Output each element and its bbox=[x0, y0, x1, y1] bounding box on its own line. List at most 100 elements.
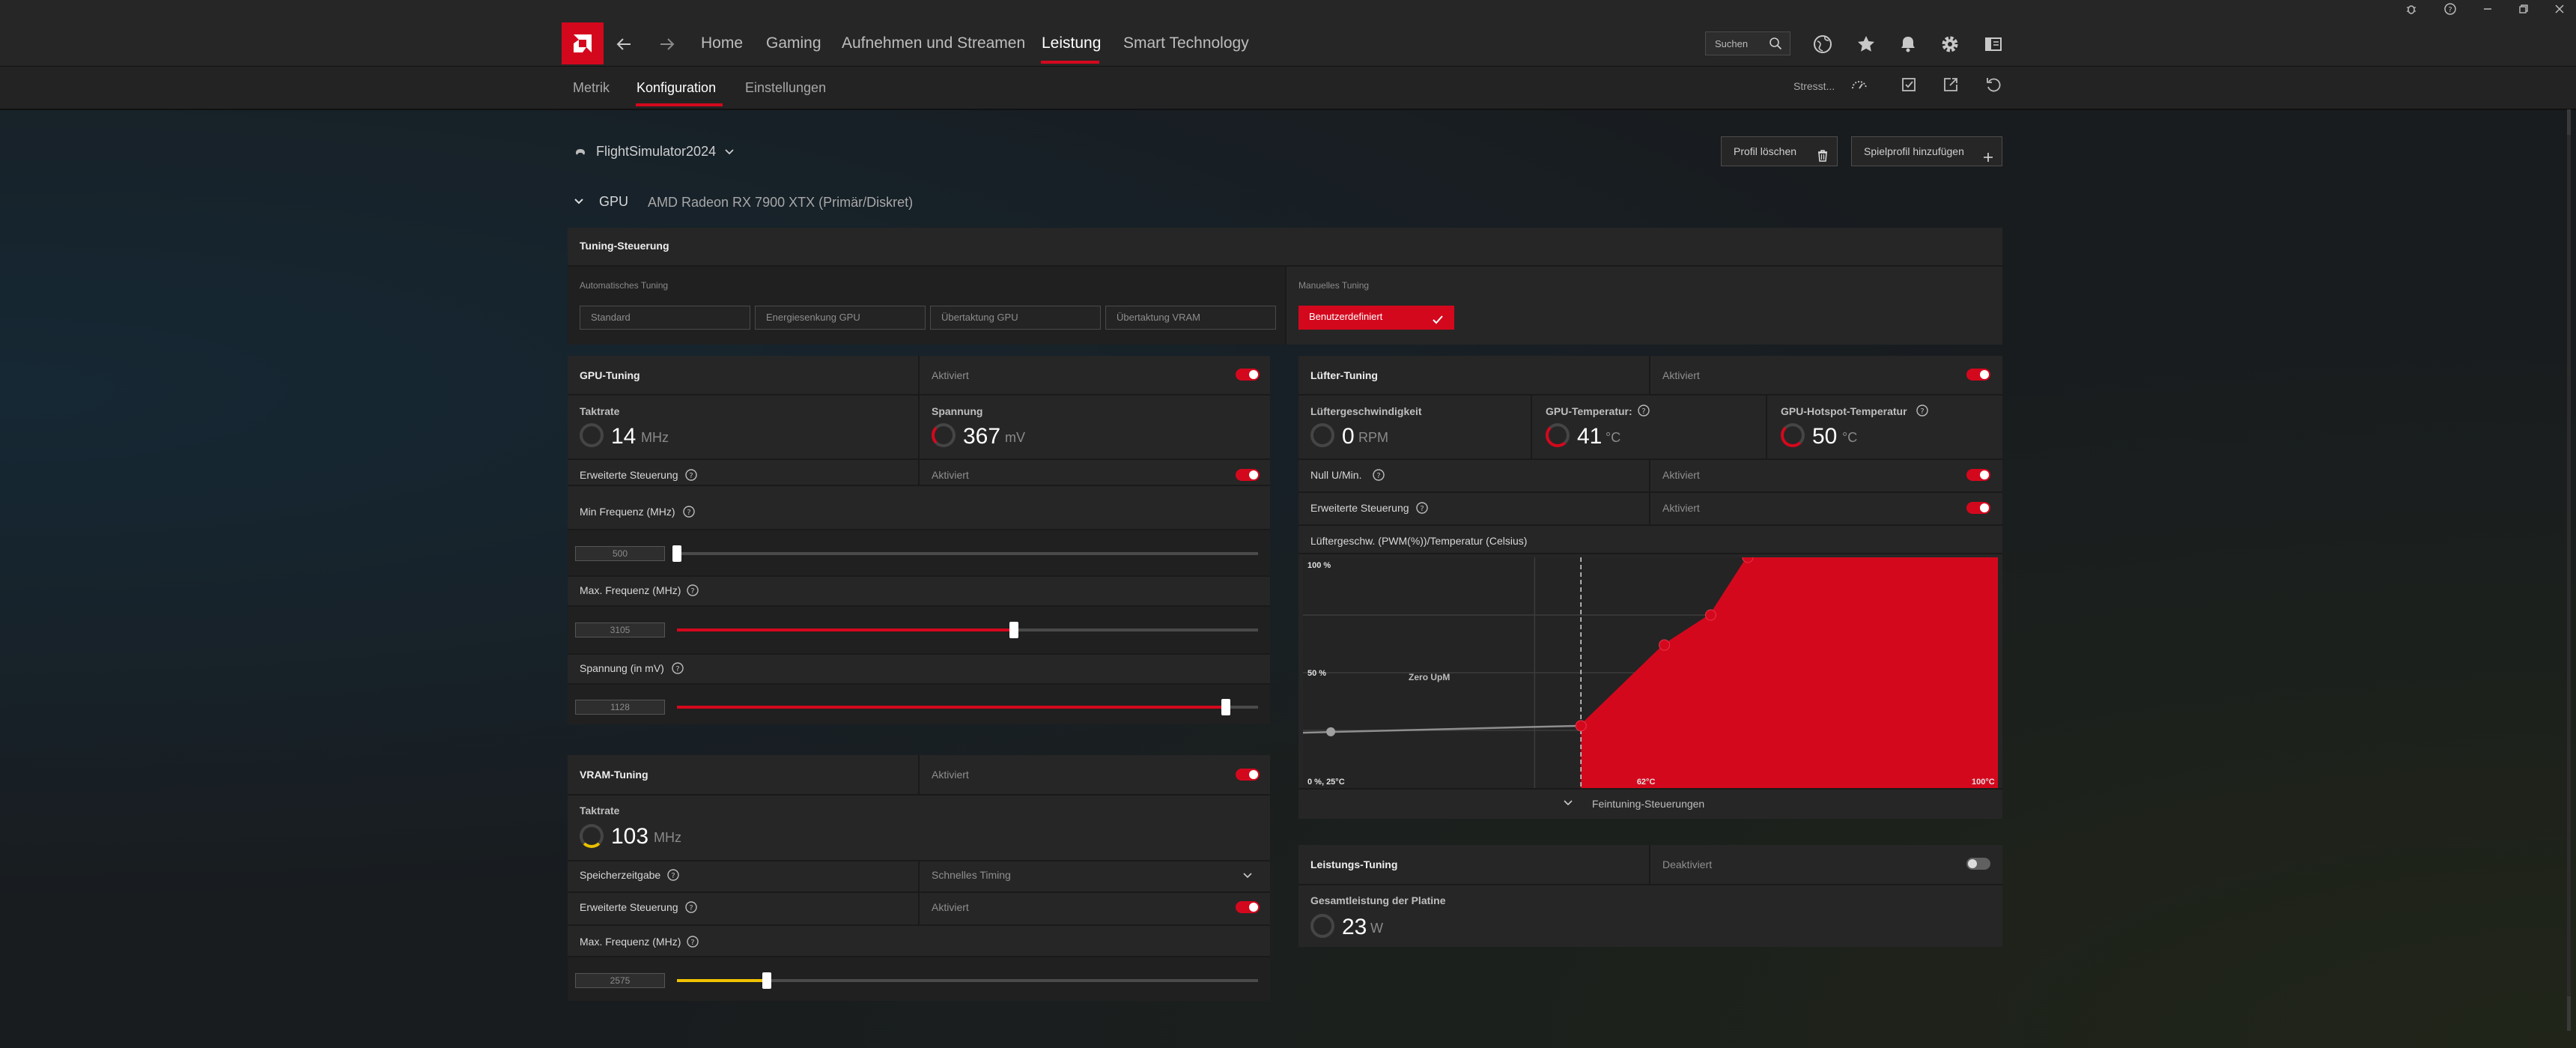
help-icon[interactable]: ? bbox=[671, 661, 684, 674]
tab-metrics[interactable]: Metrik bbox=[573, 80, 610, 95]
sidebar-icon[interactable] bbox=[1982, 33, 2005, 55]
export-icon[interactable] bbox=[1899, 75, 1919, 94]
tile-standard[interactable]: Standard bbox=[580, 306, 750, 330]
help-icon[interactable]: ? bbox=[1916, 404, 1928, 417]
gauge-icon[interactable] bbox=[1850, 75, 1869, 94]
share-icon[interactable] bbox=[1941, 75, 1960, 94]
profile-selector[interactable]: FlightSimulator2024 bbox=[596, 144, 717, 159]
amd-logo-icon[interactable] bbox=[562, 22, 604, 64]
gpu-voltage-value: 367 bbox=[963, 424, 1001, 449]
help-icon[interactable]: ? bbox=[684, 900, 697, 913]
max-freq-input[interactable]: 3105 bbox=[575, 623, 665, 637]
gpu-temp-unit: °C bbox=[1606, 430, 1621, 445]
help-icon[interactable]: ? bbox=[666, 868, 679, 881]
help-icon[interactable]: ? bbox=[684, 468, 697, 481]
page-scrollbar-thumb[interactable] bbox=[2567, 135, 2571, 996]
gpu-advanced-toggle[interactable] bbox=[1236, 469, 1260, 481]
gpu-clock-gauge-icon bbox=[580, 423, 604, 447]
fan-advanced-toggle[interactable] bbox=[1966, 502, 1990, 514]
gpu-tuning-status: Aktiviert bbox=[932, 369, 969, 381]
minimize-icon[interactable] bbox=[2473, 1, 2503, 21]
window-titlebar bbox=[0, 0, 2576, 22]
divider bbox=[1298, 884, 2002, 885]
delete-profile-button[interactable]: Profil löschen bbox=[1721, 136, 1838, 166]
min-freq-input[interactable]: 500 bbox=[575, 546, 665, 561]
voltage-slider[interactable] bbox=[677, 699, 1258, 715]
bug-icon[interactable] bbox=[2396, 1, 2426, 21]
vram-clock-label: Taktrate bbox=[580, 805, 620, 817]
voltage-slider-thumb[interactable] bbox=[1221, 699, 1231, 715]
chevron-down-icon[interactable] bbox=[723, 145, 735, 161]
stress-test-label[interactable]: Stresst... bbox=[1793, 80, 1835, 92]
curve-point-0 bbox=[1575, 720, 1587, 732]
help-icon[interactable]: ? bbox=[686, 584, 699, 596]
reset-icon[interactable] bbox=[1984, 75, 2003, 94]
board-power-label: Gesamtleistung der Platine bbox=[1310, 894, 1446, 906]
help-icon[interactable]: ? bbox=[1415, 501, 1428, 514]
help-icon[interactable]: ? bbox=[686, 935, 699, 948]
tile-overclock-gpu[interactable]: Übertaktung GPU bbox=[930, 306, 1101, 330]
board-power-value: 23 bbox=[1342, 915, 1367, 939]
tile-power-saving-gpu[interactable]: Energiesenkung GPU bbox=[755, 306, 926, 330]
gear-icon[interactable] bbox=[1939, 33, 1961, 55]
min-freq-slider[interactable] bbox=[672, 545, 1258, 562]
svg-text:?: ? bbox=[687, 509, 690, 517]
divider bbox=[568, 653, 1270, 655]
fan-tuning-status: Aktiviert bbox=[1662, 369, 1700, 381]
zero-rpm-toggle[interactable] bbox=[1966, 469, 1990, 481]
chevron-down-icon[interactable] bbox=[1242, 869, 1254, 885]
divider bbox=[568, 860, 1270, 861]
add-game-profile-button[interactable]: Spielprofil hinzufügen bbox=[1851, 136, 2002, 166]
fan-tuning-toggle[interactable] bbox=[1966, 369, 1990, 381]
divider bbox=[1649, 356, 1650, 395]
help-icon[interactable]: ? bbox=[2435, 1, 2465, 21]
restore-icon[interactable] bbox=[2509, 1, 2539, 21]
close-icon[interactable] bbox=[2545, 1, 2575, 21]
voltage-input[interactable]: 1128 bbox=[575, 700, 665, 715]
nav-gaming[interactable]: Gaming bbox=[766, 34, 821, 52]
memory-timing-select[interactable]: Schnelles Timing bbox=[932, 869, 1011, 881]
tab-settings[interactable]: Einstellungen bbox=[745, 80, 827, 95]
gpu-voltage-unit: mV bbox=[1005, 430, 1025, 445]
divider bbox=[918, 755, 920, 794]
collapse-chevron-icon[interactable] bbox=[573, 196, 585, 211]
curve-point-3 bbox=[1742, 557, 1754, 563]
nav-performance[interactable]: Leistung bbox=[1042, 34, 1102, 52]
back-icon[interactable] bbox=[613, 33, 635, 61]
help-icon[interactable]: ? bbox=[682, 505, 695, 518]
forward-icon[interactable] bbox=[656, 33, 678, 61]
vram-advanced-toggle[interactable] bbox=[1236, 901, 1260, 913]
fan-curve-chart[interactable]: Zero UpM 100 % 50 % 0 %, 25°C 62°C 100°C bbox=[1303, 557, 1998, 788]
vram-max-freq-label: Max. Frequenz (MHz) bbox=[580, 936, 681, 948]
help-icon[interactable]: ? bbox=[1637, 404, 1650, 417]
chevron-down-icon[interactable] bbox=[1562, 797, 1574, 813]
nav-record-stream[interactable]: Aufnehmen und Streamen bbox=[842, 34, 1026, 52]
tile-overclock-vram[interactable]: Übertaktung VRAM bbox=[1105, 306, 1276, 330]
vram-max-freq-slider[interactable] bbox=[677, 972, 1258, 989]
divider bbox=[918, 356, 920, 485]
divider bbox=[568, 394, 1270, 396]
bell-icon[interactable] bbox=[1897, 33, 1919, 55]
power-tuning-toggle[interactable] bbox=[1966, 858, 1990, 870]
tab-configuration[interactable]: Konfiguration bbox=[637, 80, 717, 95]
search-input[interactable]: Suchen bbox=[1705, 31, 1790, 55]
vram-max-freq-input[interactable]: 2575 bbox=[575, 973, 665, 988]
help-icon[interactable]: ? bbox=[1372, 468, 1385, 481]
max-freq-slider[interactable] bbox=[677, 622, 1258, 638]
divider bbox=[1298, 788, 2002, 790]
nav-home[interactable]: Home bbox=[701, 34, 744, 52]
vram-max-freq-slider-thumb[interactable] bbox=[762, 972, 772, 989]
vram-tuning-toggle[interactable] bbox=[1236, 769, 1260, 781]
tile-custom[interactable]: Benutzerdefiniert bbox=[1298, 306, 1454, 330]
gpu-section-header[interactable]: GPU bbox=[599, 194, 629, 209]
add-game-profile-label: Spielprofil hinzufügen bbox=[1864, 145, 1964, 157]
max-freq-slider-thumb[interactable] bbox=[1009, 622, 1019, 638]
star-icon[interactable] bbox=[1855, 33, 1877, 55]
nav-smart-technology[interactable]: Smart Technology bbox=[1123, 34, 1249, 52]
tab-active-indicator bbox=[636, 103, 723, 106]
fine-tune-controls-toggle[interactable]: Feintuning-Steuerungen bbox=[1592, 798, 1705, 810]
gpu-tuning-toggle[interactable] bbox=[1236, 369, 1260, 381]
nav-active-indicator bbox=[1041, 61, 1099, 64]
min-freq-slider-thumb[interactable] bbox=[672, 545, 681, 562]
globe-icon[interactable] bbox=[1811, 33, 1834, 55]
